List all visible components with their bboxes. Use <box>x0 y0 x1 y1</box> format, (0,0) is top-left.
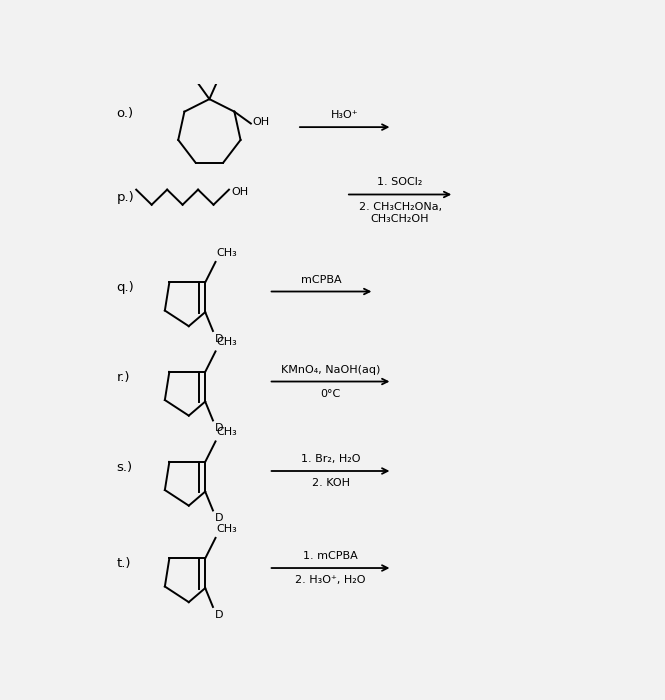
Text: q.): q.) <box>116 281 134 294</box>
Text: D: D <box>215 513 223 523</box>
Text: CH₃: CH₃ <box>216 524 237 533</box>
Text: OH: OH <box>253 118 269 127</box>
Text: D: D <box>215 610 223 620</box>
Text: 2. KOH: 2. KOH <box>311 478 350 488</box>
Text: CH₃CH₂OH: CH₃CH₂OH <box>371 214 430 225</box>
Text: 2. H₃O⁺, H₂O: 2. H₃O⁺, H₂O <box>295 575 366 585</box>
Text: D: D <box>215 423 223 433</box>
Text: CH₃: CH₃ <box>216 427 237 437</box>
Text: r.): r.) <box>116 371 130 384</box>
Text: 1. mCPBA: 1. mCPBA <box>303 551 358 561</box>
Text: D: D <box>215 334 223 344</box>
Text: s.): s.) <box>116 461 133 475</box>
Text: H₃O⁺: H₃O⁺ <box>331 110 358 120</box>
Text: t.): t.) <box>116 557 131 570</box>
Text: 2. CH₃CH₂ONa,: 2. CH₃CH₂ONa, <box>358 202 442 211</box>
Text: mCPBA: mCPBA <box>301 274 342 284</box>
Text: 1. SOCl₂: 1. SOCl₂ <box>378 178 423 188</box>
Text: p.): p.) <box>116 190 134 204</box>
Text: CH₃: CH₃ <box>216 337 237 347</box>
Text: CH₃: CH₃ <box>216 248 237 258</box>
Text: 0°C: 0°C <box>321 389 340 398</box>
Text: 1. Br₂, H₂O: 1. Br₂, H₂O <box>301 454 360 464</box>
Text: o.): o.) <box>116 107 134 120</box>
Text: OH: OH <box>231 187 249 197</box>
Text: KMnO₄, NaOH(aq): KMnO₄, NaOH(aq) <box>281 365 380 374</box>
